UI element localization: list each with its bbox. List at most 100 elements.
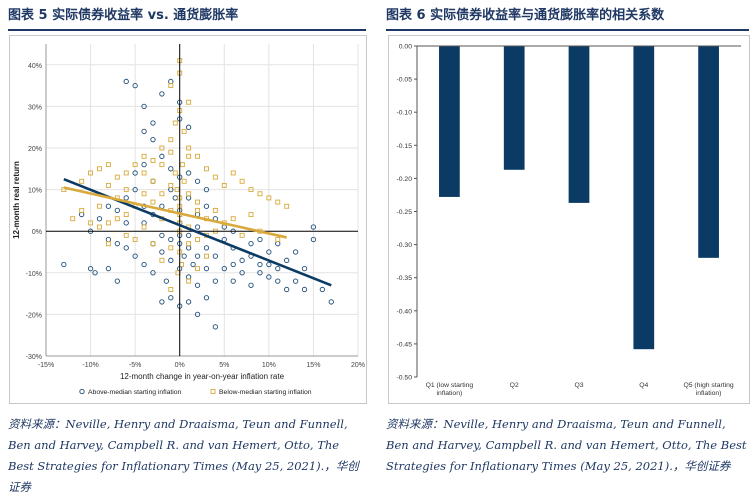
scatter-point-below-median bbox=[88, 220, 94, 226]
scatter-point-above-median bbox=[123, 78, 129, 85]
bar-2 bbox=[503, 46, 525, 170]
scatter-point-below-median bbox=[230, 170, 236, 176]
scatter-point-above-median bbox=[87, 265, 94, 272]
y-axis-title: 12-month real return bbox=[12, 161, 21, 239]
scatter-point-above-median bbox=[105, 236, 112, 243]
y-tick-label: 10% bbox=[28, 188, 42, 195]
bar-3 bbox=[568, 46, 590, 203]
scatter-point-below-median bbox=[141, 224, 147, 230]
scatter-point-above-median bbox=[301, 265, 308, 272]
scatter-point-below-median bbox=[141, 191, 147, 197]
scatter-point-above-median bbox=[159, 203, 165, 209]
right-figure-title: 图表 6 实际债券收益率与通货膨胀率的相关系数 bbox=[386, 8, 665, 23]
scatter-point-below-median bbox=[114, 174, 120, 180]
scatter-point-below-median bbox=[181, 178, 187, 184]
scatter-point-below-median bbox=[266, 195, 272, 201]
scatter-point-above-median bbox=[123, 195, 129, 201]
scatter-point-below-median bbox=[275, 199, 281, 205]
x-tick-label: -10% bbox=[82, 362, 98, 369]
y-tick-label: -30% bbox=[26, 354, 42, 361]
right-source: 资料来源：Neville, Henry and Draaisma, Teun a… bbox=[386, 414, 750, 477]
scatter-point-below-median bbox=[159, 191, 165, 197]
scatter-point-above-median bbox=[194, 282, 201, 288]
scatter-point-below-median bbox=[230, 216, 236, 222]
scatter-point-above-median bbox=[159, 232, 165, 239]
scatter-point-below-median bbox=[123, 187, 129, 193]
scatter-point-below-median bbox=[195, 153, 200, 159]
x-tick-label: 15% bbox=[306, 362, 320, 369]
scatter-point-below-median bbox=[168, 83, 174, 89]
scatter-point-above-median bbox=[203, 203, 210, 209]
scatter-point-below-median bbox=[186, 145, 192, 151]
y-tick-label: -0.15 bbox=[397, 143, 413, 150]
scatter-point-below-median bbox=[195, 266, 200, 272]
right-source-text: Neville, Henry and Draaisma, Teun and Fu… bbox=[386, 417, 747, 473]
scatter-point-above-median bbox=[275, 241, 281, 247]
scatter-point-above-median bbox=[310, 224, 317, 230]
scatter-point-below-median bbox=[159, 145, 165, 151]
scatter-point-above-median bbox=[123, 245, 129, 251]
scatter-point-above-median bbox=[248, 241, 254, 247]
x-tick-label: -15% bbox=[38, 362, 54, 369]
scatter-point-above-median bbox=[185, 124, 192, 130]
y-tick-label: 0.00 bbox=[399, 44, 412, 51]
scatter-point-above-median bbox=[185, 195, 192, 201]
scatter-point-above-median bbox=[275, 278, 281, 284]
scatter-point-below-median bbox=[212, 174, 218, 180]
scatter-point-above-median bbox=[132, 253, 138, 259]
scatter-point-below-median bbox=[204, 253, 209, 259]
scatter-point-above-median bbox=[114, 207, 120, 214]
scatter-point-below-median bbox=[186, 191, 192, 197]
right-title-rule bbox=[386, 29, 749, 31]
scatter-point-below-median bbox=[132, 237, 138, 242]
scatter-point-above-median bbox=[168, 257, 174, 263]
scatter-point-below-median bbox=[150, 158, 156, 163]
scatter-point-above-median bbox=[96, 216, 103, 222]
scatter-point-above-median bbox=[239, 270, 245, 276]
scatter-point-above-median bbox=[328, 299, 334, 305]
scatter-point-above-median bbox=[141, 103, 147, 110]
scatter-point-below-median bbox=[186, 99, 192, 105]
y-tick-label: 20% bbox=[28, 146, 42, 153]
x-tick-label: 0% bbox=[175, 362, 185, 369]
scatter-point-above-median bbox=[168, 236, 174, 243]
left-source: 资料来源：Neville, Henry and Draaisma, Teun a… bbox=[8, 414, 368, 498]
scatter-point-above-median bbox=[239, 257, 245, 263]
scatter-point-above-median bbox=[185, 232, 192, 239]
scatter-point-above-median bbox=[230, 278, 236, 284]
scatter-point-below-median bbox=[141, 170, 147, 176]
scatter-point-above-median bbox=[292, 278, 299, 284]
scatter-point-above-median bbox=[141, 220, 147, 226]
scatter-point-above-median bbox=[150, 241, 156, 247]
scatter-point-below-median bbox=[179, 162, 185, 168]
scatter-point-above-median bbox=[185, 170, 192, 176]
x-tick-label: inflation) bbox=[437, 390, 463, 397]
left-source-label: 资料来源： bbox=[8, 417, 66, 431]
scatter-point-above-median bbox=[266, 261, 272, 268]
scatter-point-above-median bbox=[185, 299, 192, 305]
scatter-point-below-median bbox=[123, 232, 129, 238]
left-title-rule bbox=[8, 29, 366, 31]
scatter-point-below-median bbox=[195, 237, 200, 242]
scatter-point-below-median bbox=[181, 128, 187, 134]
scatter-point-below-median bbox=[168, 182, 174, 188]
scatter-point-above-median bbox=[61, 261, 67, 268]
x-tick-label: Q5 (high starting bbox=[683, 382, 733, 389]
scatter-point-above-median bbox=[257, 261, 263, 268]
x-tick-label: 20% bbox=[351, 362, 365, 369]
scatter-point-above-median bbox=[221, 265, 227, 272]
y-tick-label: 40% bbox=[28, 63, 42, 70]
scatter-point-above-median bbox=[114, 278, 120, 284]
y-tick-label: -0.10 bbox=[397, 110, 413, 117]
y-tick-label: -0.35 bbox=[397, 275, 413, 282]
x-tick-label: inflation) bbox=[696, 390, 722, 397]
scatter-point-above-median bbox=[292, 249, 299, 255]
scatter-point-below-median bbox=[168, 245, 174, 251]
y-tick-label: 0% bbox=[32, 229, 42, 236]
scatter-point-above-median bbox=[194, 253, 201, 259]
scatter-point-above-median bbox=[203, 186, 210, 193]
scatter-point-below-median bbox=[70, 216, 76, 222]
scatter-point-above-median bbox=[168, 295, 174, 301]
scatter-point-above-median bbox=[168, 78, 174, 85]
scatter-point-above-median bbox=[168, 166, 174, 172]
